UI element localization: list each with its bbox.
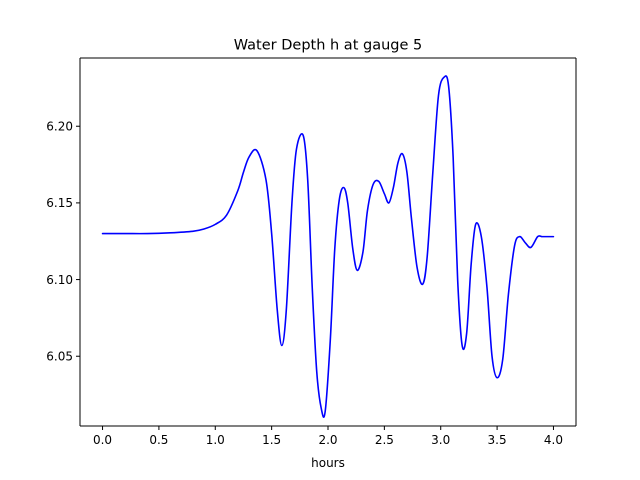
y-tick-label: 6.05 xyxy=(46,349,73,363)
plot-area: 0.0 0.5 1.0 1.5 2.0 2.5 3.0 3.5 4.0 6.05 6.10 6.15… xyxy=(46,57,577,447)
series-layer xyxy=(101,75,555,418)
series-line-0 xyxy=(101,75,555,418)
y-tick-label: 6.15 xyxy=(46,196,73,210)
x-tick-label: 1.5 xyxy=(262,433,281,447)
x-axis-title: hours xyxy=(311,456,345,470)
y-tick-label: 6.10 xyxy=(46,273,73,287)
x-tick-label: 1.0 xyxy=(206,433,225,447)
y-tick-label: 6.20 xyxy=(46,119,73,133)
chart-title: Water Depth h at gauge 5 xyxy=(234,38,422,54)
x-axis: 0.0 0.5 1.0 1.5 2.0 2.5 3.0 3.5 4.0 xyxy=(93,426,563,447)
x-tick-label: 2.5 xyxy=(375,433,394,447)
x-tick-label: 0.5 xyxy=(149,433,168,447)
x-tick-label: 0.0 xyxy=(93,433,112,447)
x-tick-label: 3.5 xyxy=(488,433,507,447)
x-tick-label: 3.0 xyxy=(431,433,450,447)
y-axis: 6.05 6.10 6.15 6.20 xyxy=(46,119,80,363)
x-tick-label: 2.0 xyxy=(318,433,337,447)
x-tick-label: 4.0 xyxy=(544,433,563,447)
